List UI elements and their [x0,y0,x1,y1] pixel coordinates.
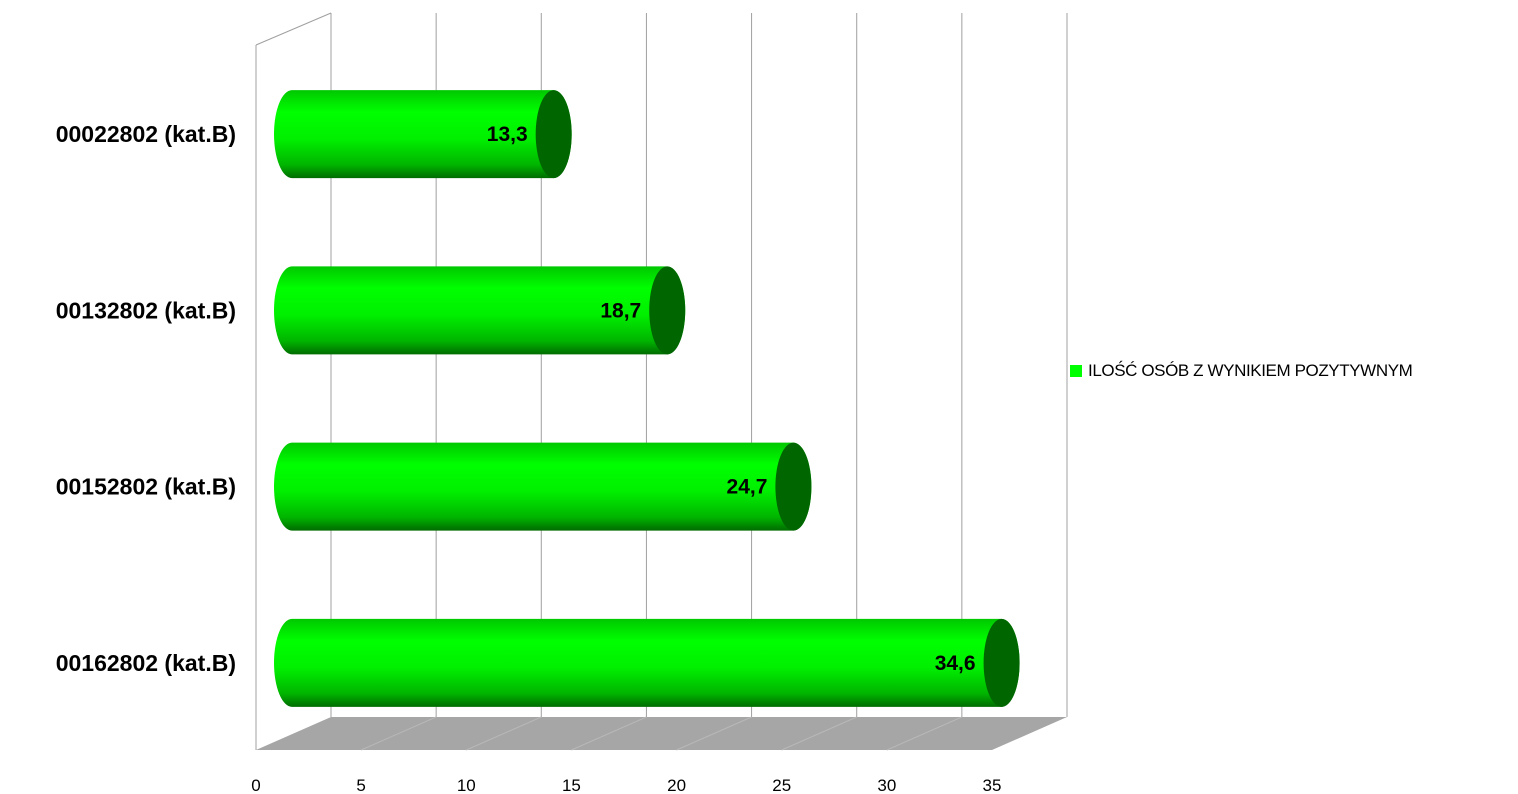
x-tick-label: 25 [772,776,791,794]
legend-swatch [1070,365,1082,377]
x-tick-label: 5 [356,776,365,794]
bar [274,618,1020,707]
bar [274,442,812,531]
category-label: 00132802 (kat.B) [56,297,236,323]
bars: 13,3 18,7 24,7 34,6 [274,90,1020,707]
category-label: 00022802 (kat.B) [56,121,236,147]
floor-gridline [676,716,752,751]
category-label: 00162802 (kat.B) [56,650,236,676]
data-label: 24,7 [727,476,768,499]
category-label: 00152802 (kat.B) [56,474,236,500]
floor-gridline [360,716,437,751]
bar-end-cap [775,442,812,531]
x-tick-label: 35 [983,776,1002,794]
floor-gridline [571,716,647,751]
chart-floor [256,716,1067,751]
bar-end-cap [535,90,572,179]
floor-gridline [466,716,542,751]
x-axis-tick-labels: 0 5 10 15 20 25 30 35 [251,776,1001,794]
bar-end-cap [649,266,686,355]
data-label: 34,6 [935,652,976,675]
x-tick-label: 10 [457,776,476,794]
category-labels: 00022802 (kat.B) 00132802 (kat.B) 00152802… [56,121,236,676]
bar-end-cap [983,618,1020,707]
legend: ILOŚĆ OSÓB Z WYNIKIEM POZYTYWNYM [1070,361,1413,381]
side-wall-top-edge [255,12,332,46]
x-tick-label: 0 [251,776,260,794]
floor-gridline [886,716,963,751]
data-label: 13,3 [487,123,528,146]
data-label: 18,7 [600,299,641,322]
x-tick-label: 15 [562,776,581,794]
x-tick-label: 30 [877,776,896,794]
bar [274,266,686,355]
floor-plane [256,717,1067,750]
x-tick-label: 20 [667,776,686,794]
bar [274,90,572,179]
legend-label: ILOŚĆ OSÓB Z WYNIKIEM POZYTYWNYM [1088,361,1413,380]
floor-gridline [781,716,857,751]
